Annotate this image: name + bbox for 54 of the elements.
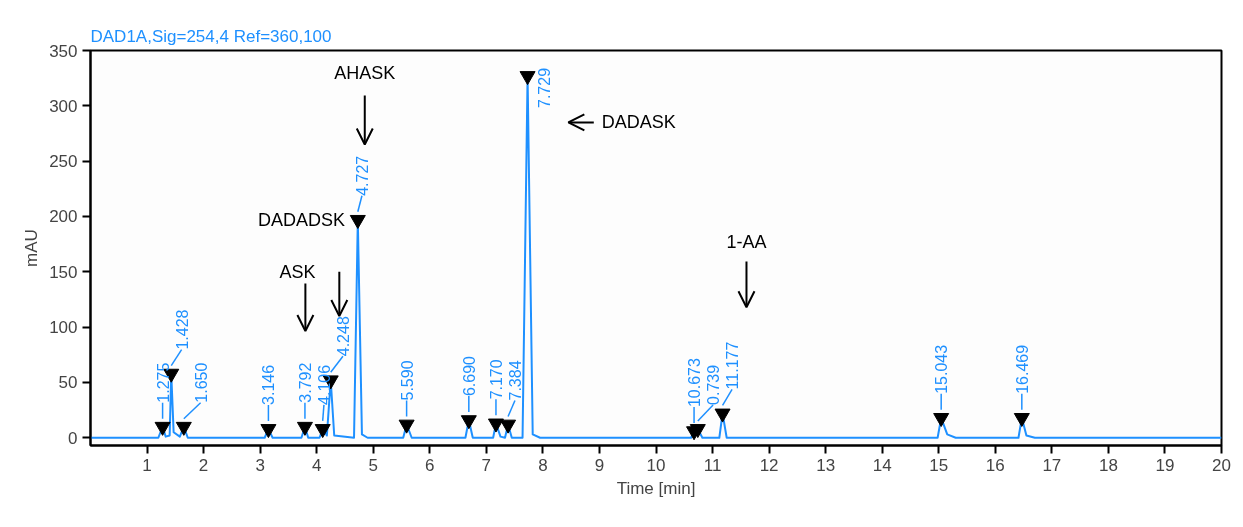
annotation: 4.248 <box>334 316 352 357</box>
x-tick-label: 14 <box>872 455 892 475</box>
annotation: 1.650 <box>192 362 210 403</box>
annotation: 10.673 <box>686 358 704 408</box>
annotation: AHASK <box>334 62 396 83</box>
annotation: DADASK <box>601 112 676 133</box>
annotation: 1.428 <box>173 309 191 350</box>
x-tick-label: 16 <box>985 455 1005 475</box>
y-tick-label: 200 <box>49 207 78 227</box>
y-tick-label: 300 <box>49 96 78 116</box>
annotation: 7.729 <box>535 67 553 108</box>
annotation: 7.170 <box>487 359 505 400</box>
chart-title: DAD1A,Sig=254,4 Ref=360,100 <box>90 26 332 46</box>
x-tick-label: 11 <box>703 455 722 475</box>
y-tick-label: 50 <box>58 373 78 393</box>
annotation: 3.792 <box>296 362 314 403</box>
x-tick-label: 19 <box>1155 455 1175 475</box>
x-tick-label: 4 <box>311 455 322 475</box>
annotation: DADADSK <box>257 209 345 230</box>
y-tick-label: 100 <box>49 318 78 338</box>
x-tick-label: 12 <box>759 455 779 475</box>
x-tick-label: 5 <box>368 455 378 475</box>
annotation: 15.043 <box>933 344 951 394</box>
annotation: 4.727 <box>353 155 371 196</box>
x-axis-title: Time [min] <box>616 478 696 498</box>
y-tick-label: 0 <box>68 428 78 448</box>
y-tick-label: 350 <box>49 41 78 61</box>
y-tick-label: 150 <box>49 262 78 282</box>
annotation: 1.275 <box>154 362 172 403</box>
x-tick-label: 1 <box>142 455 152 475</box>
x-tick-label: 18 <box>1098 455 1118 475</box>
annotation: 3.146 <box>260 364 278 405</box>
annotation: 4.106 <box>315 364 333 405</box>
annotation: 5.590 <box>398 360 416 401</box>
x-tick-label: 15 <box>929 455 949 475</box>
x-tick-label: 13 <box>816 455 836 475</box>
x-tick-label: 7 <box>481 455 492 475</box>
annotation: 0.739 <box>705 364 723 405</box>
x-tick-label: 8 <box>538 455 548 475</box>
x-tick-label: 10 <box>646 455 666 475</box>
x-tick-label: 20 <box>1212 455 1231 475</box>
annotation: 1-AA <box>726 232 767 253</box>
x-tick-label: 17 <box>1042 455 1062 475</box>
annotation: 11.177 <box>724 341 742 390</box>
x-tick-label: 6 <box>425 455 435 475</box>
annotation: 16.469 <box>1013 344 1031 394</box>
y-axis-title: mAU <box>22 229 42 267</box>
y-tick-label: 250 <box>49 152 78 172</box>
x-tick-label: 9 <box>594 455 605 475</box>
annotation: 7.384 <box>506 360 524 401</box>
annotation: ASK <box>279 261 316 282</box>
annotation: 6.690 <box>460 355 478 397</box>
x-tick-label: 3 <box>255 455 265 475</box>
x-tick-label: 2 <box>198 455 209 475</box>
